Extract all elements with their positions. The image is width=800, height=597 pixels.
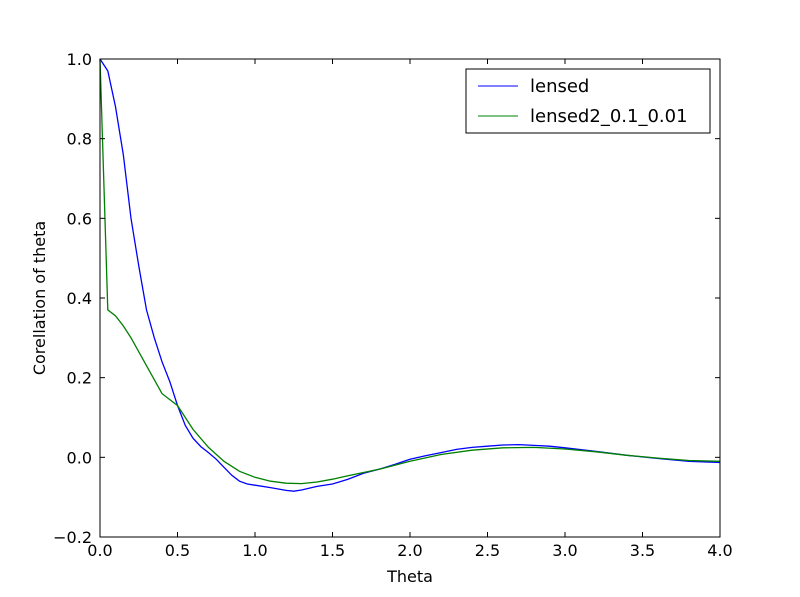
y-axis-label: Corellation of theta — [30, 221, 49, 375]
x-tick-label: 2.0 — [397, 541, 422, 560]
y-tick-label: 1.0 — [67, 50, 92, 69]
x-tick-label: 4.0 — [707, 541, 732, 560]
x-tick-label: 0.5 — [165, 541, 190, 560]
x-axis-label: Theta — [386, 567, 433, 586]
x-tick-label: 2.5 — [475, 541, 500, 560]
axes-frame — [99, 58, 721, 538]
legend: lensed lensed2_0.1_0.01 — [465, 68, 711, 134]
x-tick-label: 1.0 — [242, 541, 267, 560]
legend-label-lensed2: lensed2_0.1_0.01 — [530, 106, 688, 127]
y-tick-label: 0.4 — [67, 289, 92, 308]
x-tick-label: 3.5 — [630, 541, 655, 560]
y-tick-label: 0.2 — [67, 369, 92, 388]
y-tick-label: −0.2 — [53, 528, 92, 547]
ticks-group: 0.0 0.5 1.0 1.5 2.0 2.5 3.0 3.5 4.0−0.20.00.20.4… — [53, 50, 733, 560]
y-tick-label: 0.6 — [67, 209, 92, 228]
x-tick-label: 1.5 — [320, 541, 345, 560]
x-tick-label: 0.0 — [87, 541, 112, 560]
x-tick-label: 3.0 — [552, 541, 577, 560]
plot-area — [100, 59, 720, 537]
legend-label-lensed: lensed — [530, 76, 589, 97]
series-group — [99, 58, 721, 492]
series-line-0 — [99, 58, 721, 492]
y-tick-label: 0.8 — [67, 130, 92, 149]
y-tick-label: 0.0 — [67, 448, 92, 467]
series-line-1 — [99, 58, 721, 485]
legend-box — [465, 68, 711, 134]
